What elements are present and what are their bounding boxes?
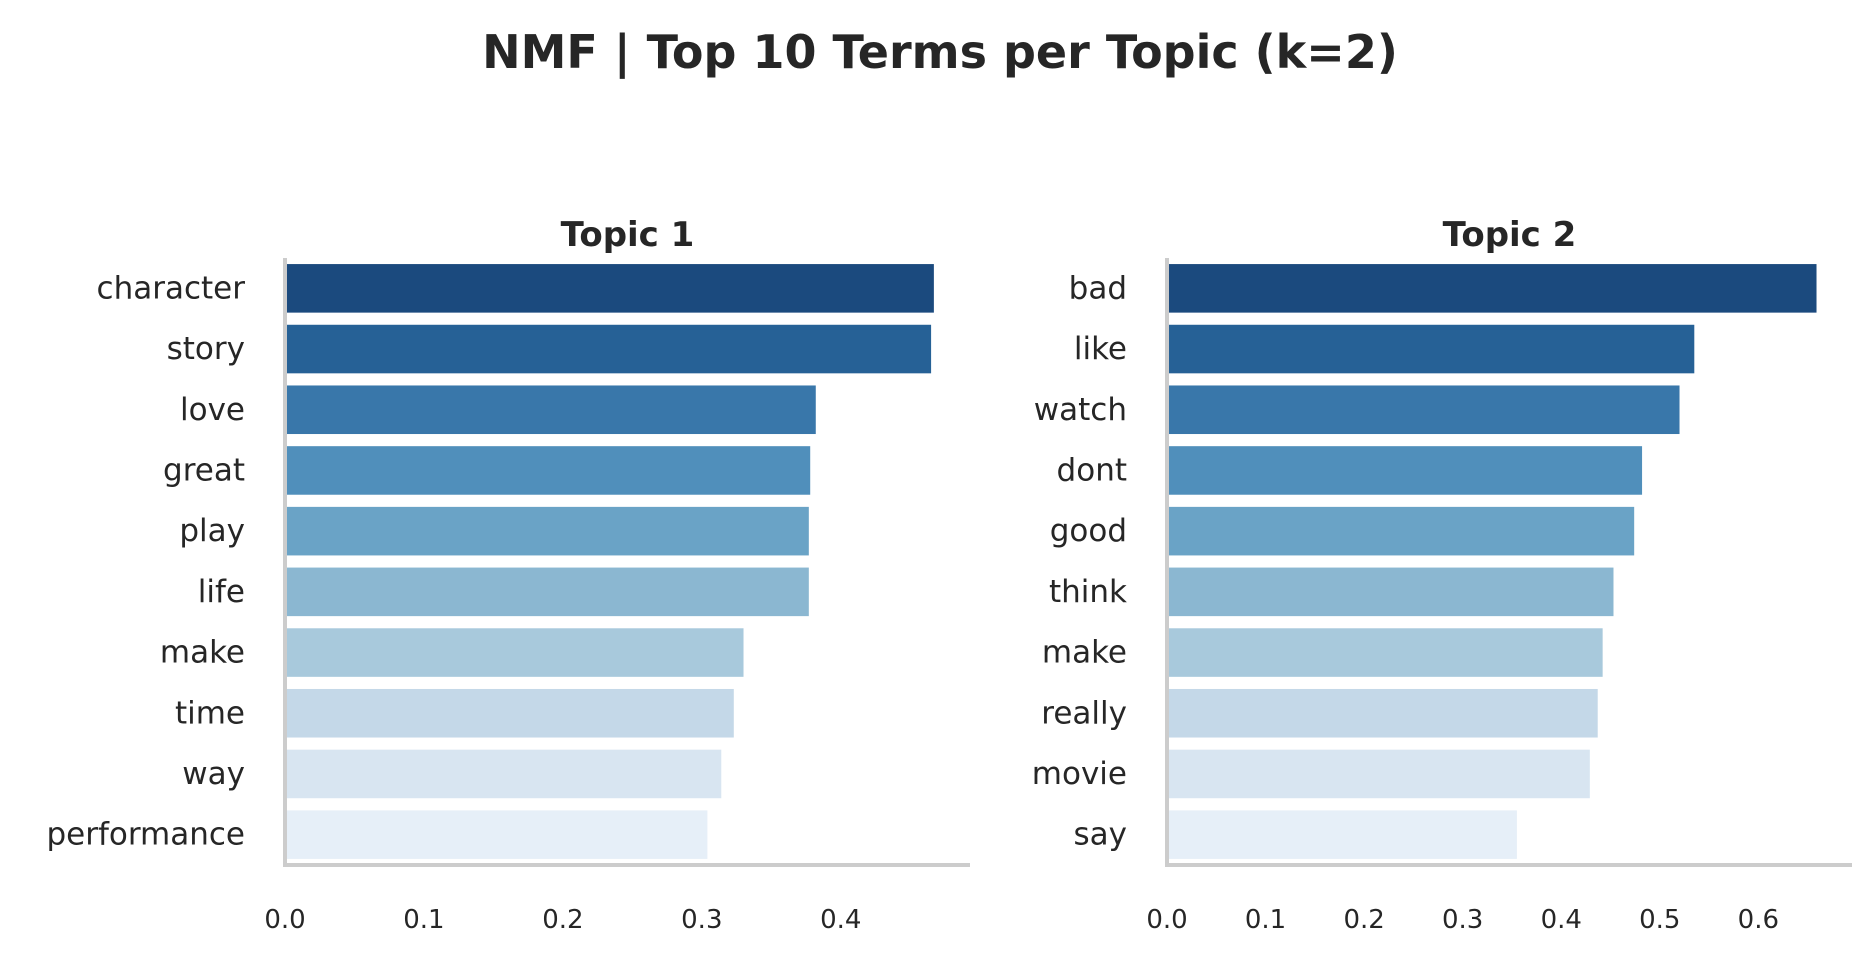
topic-2-bar-movie	[1167, 749, 1590, 799]
topic-1-category-label: life	[198, 574, 245, 610]
topic-1-category-label: great	[163, 452, 245, 488]
topic-2-category-label: say	[1074, 817, 1128, 853]
topic-1-x-tick-label: 0.3	[681, 905, 722, 935]
topic-2-title: Topic 2	[1443, 215, 1577, 255]
topic-2-bar-make	[1167, 628, 1603, 677]
topic-1-category-label: love	[180, 392, 245, 428]
topic-2-bar-think	[1167, 567, 1614, 617]
topic-1-title: Topic 1	[561, 215, 695, 255]
topic-1-category-label: character	[97, 270, 246, 306]
topic-1-panel: Topic 1 character story love great play life ma…	[46, 215, 970, 935]
topic-1-bar-love	[285, 385, 816, 435]
topic-1-category-label: performance	[46, 817, 245, 853]
topic-1-category-label: make	[160, 635, 245, 671]
topic-2-bar-like	[1167, 324, 1695, 374]
topic-1-category-label: play	[179, 513, 245, 549]
topic-2-category-label: movie	[1032, 756, 1127, 792]
topic-2-x-tick-label: 0.6	[1738, 905, 1779, 935]
topic-2-x-tick-label: 0.4	[1541, 905, 1582, 935]
topic-1-x-tick-label: 0.2	[542, 905, 583, 935]
topic-2-bar-say	[1167, 810, 1517, 859]
topic-2-category-label: really	[1041, 695, 1127, 731]
topic-1-bar-performance	[285, 810, 708, 859]
topic-1-bar-play	[285, 506, 809, 556]
topic-1-bar-character	[285, 264, 934, 313]
topic-2-bar-watch	[1167, 385, 1680, 435]
topic-1-category-label: way	[182, 756, 245, 792]
topic-2-category-label: like	[1074, 331, 1127, 367]
topic-2-x-tick-label: 0.3	[1442, 905, 1483, 935]
topic-1-bar-time	[285, 688, 734, 738]
topic-2-category-label: watch	[1034, 392, 1127, 428]
topic-1-bar-way	[285, 749, 722, 799]
topic-2-category-label: think	[1049, 574, 1127, 610]
topic-1-x-tick-label: 0.4	[820, 905, 861, 935]
topic-1-bar-life	[285, 567, 809, 617]
topic-2-bar-really	[1167, 688, 1598, 738]
topic-1-bar-make	[285, 628, 744, 677]
figure-title: NMF | Top 10 Terms per Topic (k=2)	[482, 25, 1398, 80]
topic-2-category-label: make	[1042, 635, 1127, 671]
topic-1-x-tick-label: 0.0	[264, 905, 305, 935]
topic-2-x-tick-label: 0.0	[1146, 905, 1187, 935]
topic-2-bar-good	[1167, 506, 1635, 556]
topic-2-category-label: dont	[1057, 452, 1127, 488]
topic-2-x-tick-label: 0.2	[1343, 905, 1384, 935]
topic-1-category-label: time	[175, 695, 245, 731]
topic-2-bar-dont	[1167, 446, 1643, 495]
topic-2-bar-bad	[1167, 264, 1817, 313]
topic-1-x-tick-label: 0.1	[403, 905, 444, 935]
topic-2-category-label: good	[1050, 513, 1127, 549]
topic-1-bar-story	[285, 324, 932, 374]
topic-1-category-label: story	[167, 331, 245, 367]
topic-2-x-tick-label: 0.1	[1245, 905, 1286, 935]
topic-1-bar-great	[285, 446, 811, 495]
topic-2-panel: Topic 2 bad like watch dont good think make real…	[1032, 215, 1852, 935]
topic-2-x-tick-label: 0.5	[1639, 905, 1680, 935]
topic-2-category-label: bad	[1069, 270, 1127, 306]
